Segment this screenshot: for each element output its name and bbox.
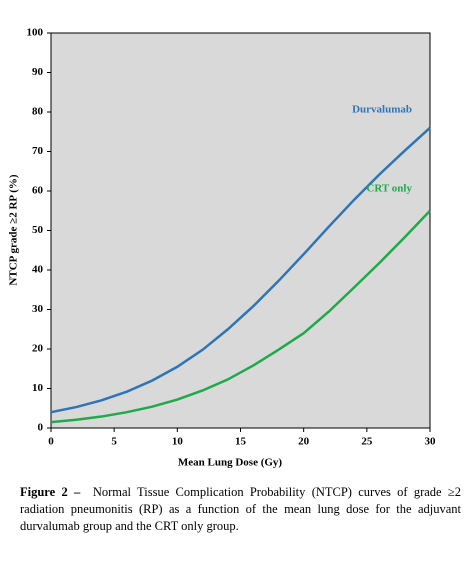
series-line	[50, 126, 431, 414]
caption-text: Normal Tissue Complication Probability (…	[20, 485, 461, 533]
y-tick-label: 60	[32, 185, 44, 197]
x-tick-label: 0	[48, 436, 54, 448]
caption-label: Figure 2 –	[20, 485, 81, 499]
series-line	[50, 209, 431, 424]
y-tick-label: 10	[32, 382, 44, 394]
y-tick-label: 0	[38, 422, 44, 434]
x-tick-label: 20	[298, 436, 310, 448]
x-axis-title: Mean Lung Dose (Gy)	[178, 457, 283, 469]
y-axis-title: NTCP grade ≥2 RP (%)	[8, 174, 20, 285]
caption: Figure 2 – Normal Tissue Complication Pr…	[20, 484, 461, 535]
y-tick-label: 40	[32, 264, 44, 276]
y-tick-label: 70	[32, 145, 44, 157]
chart: Mean Lung Dose (Gy) NTCP grade ≥2 RP (%)…	[8, 27, 437, 469]
series-label: Durvalumab	[352, 103, 412, 115]
y-tick-label: 80	[32, 106, 44, 118]
y-tick-label: 100	[27, 27, 44, 39]
y-tick-label: 90	[32, 66, 44, 78]
x-tick-label: 30	[425, 436, 437, 448]
x-tick-label: 15	[235, 436, 247, 448]
x-tick-label: 10	[172, 436, 184, 448]
y-tick-label: 30	[32, 303, 44, 315]
series-label: CRT only	[366, 182, 412, 194]
y-tick-label: 50	[32, 224, 44, 236]
x-tick-label: 25	[361, 436, 373, 448]
y-tick-label: 20	[32, 343, 44, 355]
plot-area	[50, 32, 431, 429]
x-tick-label: 5	[111, 436, 117, 448]
